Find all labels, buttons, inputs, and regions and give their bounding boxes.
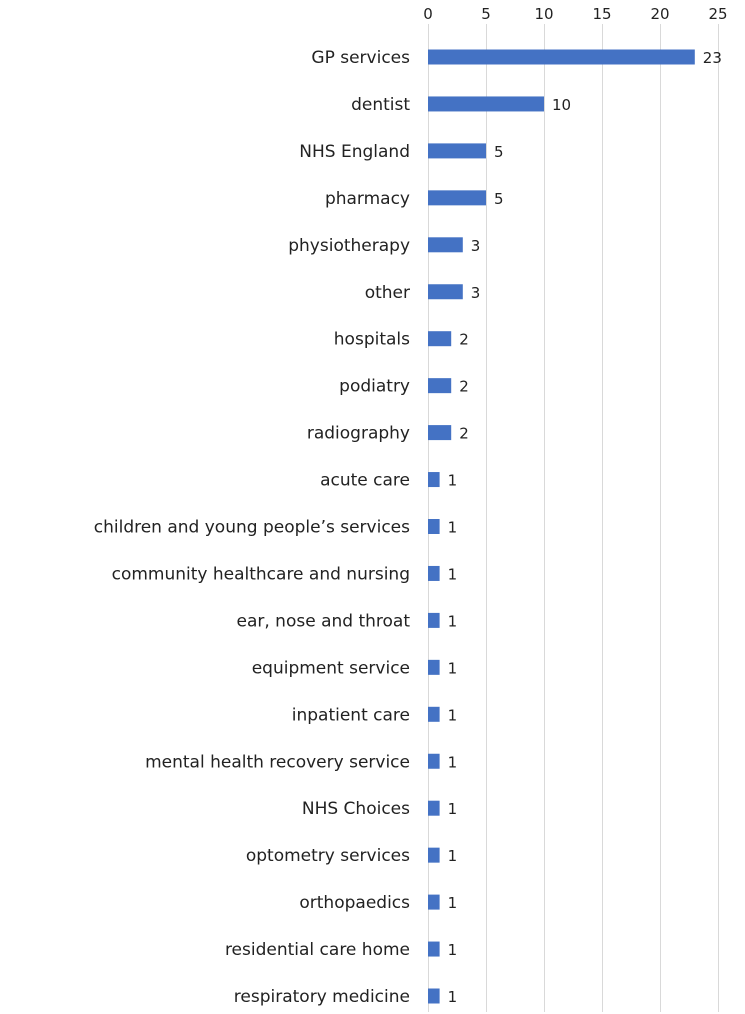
- bar: [428, 800, 440, 816]
- category-label: community healthcare and nursing: [112, 564, 410, 584]
- category-label: orthopaedics: [299, 893, 410, 913]
- category-label: mental health recovery service: [145, 752, 410, 772]
- bar: [428, 659, 440, 675]
- bar: [428, 706, 440, 722]
- bar: [428, 143, 486, 159]
- category-label: other: [365, 283, 410, 303]
- data-labels: 23 10 5 5 3 3 2 2 2 1 1 1 1 1 1 1 1 1 1 1 1: [448, 49, 722, 1006]
- bar: [428, 847, 440, 863]
- bars: [428, 49, 695, 1004]
- bar: [428, 894, 440, 910]
- bar: [428, 519, 440, 534]
- data-label: 2: [459, 378, 469, 396]
- data-label: 1: [448, 800, 458, 818]
- data-label: 5: [494, 143, 504, 161]
- bar: [428, 753, 440, 769]
- category-label: pharmacy: [325, 189, 410, 209]
- data-label: 23: [703, 49, 722, 67]
- category-label: residential care home: [225, 940, 410, 960]
- category-label: acute care: [320, 471, 410, 491]
- x-tick-label: 0: [423, 5, 433, 23]
- category-label: ear, nose and throat: [237, 611, 411, 631]
- data-label: 3: [471, 237, 481, 255]
- category-label: optometry services: [246, 846, 410, 866]
- category-label: NHS Choices: [302, 799, 410, 819]
- bar: [428, 565, 440, 581]
- bar: [428, 988, 440, 1004]
- data-label: 5: [494, 190, 504, 208]
- x-tick-label: 5: [481, 5, 491, 23]
- data-label: 1: [448, 706, 458, 724]
- category-label: NHS England: [299, 142, 410, 162]
- gridlines: [428, 24, 719, 1012]
- x-tick-label: 25: [708, 5, 727, 23]
- x-tick-label: 10: [534, 5, 553, 23]
- bar: [428, 237, 463, 253]
- category-label: podiatry: [339, 377, 410, 397]
- data-label: 1: [448, 519, 458, 537]
- category-label: hospitals: [334, 330, 410, 350]
- data-label: 1: [448, 847, 458, 865]
- x-axis-ticks: 0 5 10 15 20 25: [423, 5, 727, 23]
- bar: [428, 378, 452, 394]
- data-label: 1: [448, 565, 458, 583]
- data-label: 2: [459, 331, 469, 349]
- category-label: respiratory medicine: [234, 987, 410, 1007]
- data-label: 1: [448, 472, 458, 490]
- data-label: 3: [471, 284, 481, 302]
- bar: [428, 472, 440, 488]
- bar: [428, 190, 486, 206]
- category-label: equipment service: [252, 658, 410, 678]
- bar: [428, 941, 440, 957]
- category-label: physiotherapy: [288, 236, 410, 256]
- category-label: dentist: [351, 95, 410, 115]
- bar: [428, 425, 452, 441]
- category-label: radiography: [307, 424, 410, 444]
- category-labels: GP services dentist NHS England pharmacy phy…: [94, 48, 411, 1007]
- data-label: 10: [552, 96, 571, 114]
- category-label: children and young people’s services: [94, 518, 410, 538]
- bar: [428, 96, 544, 112]
- data-label: 1: [448, 988, 458, 1006]
- data-label: 2: [459, 425, 469, 443]
- bar: [428, 331, 452, 347]
- data-label: 1: [448, 753, 458, 771]
- x-tick-label: 15: [592, 5, 611, 23]
- data-label: 1: [448, 941, 458, 959]
- bar: [428, 284, 463, 300]
- data-label: 1: [448, 894, 458, 912]
- bar: [428, 49, 695, 65]
- category-label: GP services: [311, 48, 410, 68]
- data-label: 1: [448, 612, 458, 630]
- data-label: 1: [448, 659, 458, 677]
- bar: [428, 612, 440, 628]
- x-tick-label: 20: [650, 5, 669, 23]
- category-label: inpatient care: [292, 705, 410, 725]
